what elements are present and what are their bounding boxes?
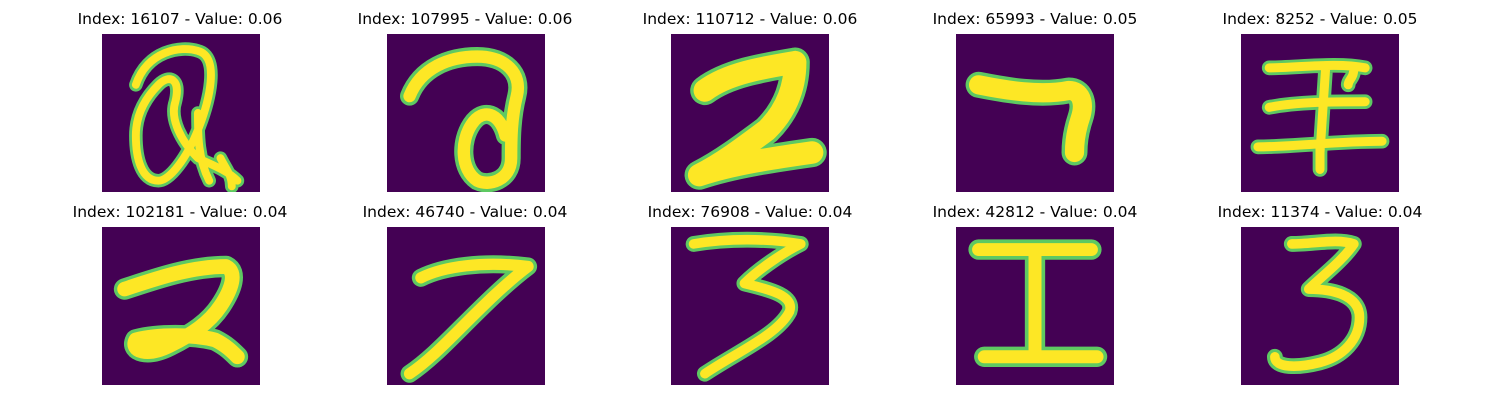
image-title: Index: 42812 - Value: 0.04 — [932, 203, 1138, 221]
image-title: Index: 102181 - Value: 0.04 — [72, 203, 288, 221]
digit-image — [1241, 227, 1399, 385]
digit-image — [671, 34, 829, 192]
image-title: Index: 11374 - Value: 0.04 — [1217, 203, 1423, 221]
grid-cell: Index: 46740 - Value: 0.04 — [315, 193, 615, 385]
digit-image — [387, 34, 545, 192]
image-title: Index: 65993 - Value: 0.05 — [932, 10, 1138, 28]
image-title: Index: 76908 - Value: 0.04 — [647, 203, 853, 221]
digit-image — [671, 227, 829, 385]
digit-image — [1241, 34, 1399, 192]
image-title: Index: 8252 - Value: 0.05 — [1222, 10, 1418, 28]
digit-image — [956, 34, 1114, 192]
grid-cell: Index: 76908 - Value: 0.04 — [600, 193, 900, 385]
digit-image — [102, 34, 260, 192]
grid-cell: Index: 65993 - Value: 0.05 — [885, 0, 1185, 192]
digit-image — [956, 227, 1114, 385]
digit-image — [387, 227, 545, 385]
grid-cell: Index: 11374 - Value: 0.04 — [1170, 193, 1470, 385]
grid-cell: Index: 42812 - Value: 0.04 — [885, 193, 1185, 385]
image-title: Index: 107995 - Value: 0.06 — [357, 10, 573, 28]
image-title: Index: 110712 - Value: 0.06 — [642, 10, 858, 28]
grid-cell: Index: 110712 - Value: 0.06 — [600, 0, 900, 192]
digit-image — [102, 227, 260, 385]
grid-cell: Index: 107995 - Value: 0.06 — [315, 0, 615, 192]
grid-cell: Index: 102181 - Value: 0.04 — [30, 193, 330, 385]
image-title: Index: 16107 - Value: 0.06 — [77, 10, 283, 28]
grid-cell: Index: 8252 - Value: 0.05 — [1170, 0, 1470, 192]
image-title: Index: 46740 - Value: 0.04 — [362, 203, 568, 221]
grid-cell: Index: 16107 - Value: 0.06 — [30, 0, 330, 192]
